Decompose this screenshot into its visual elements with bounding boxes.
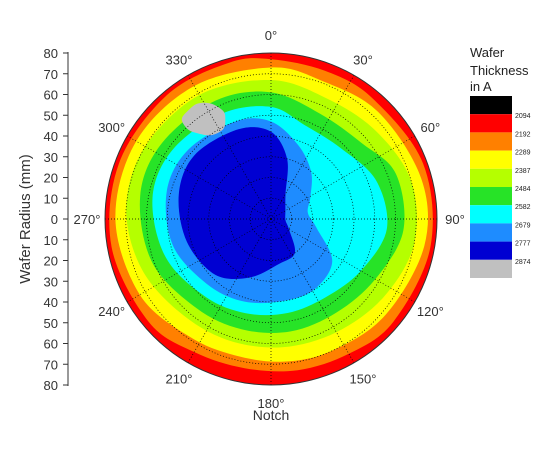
- radius-tick-label: 80: [44, 378, 58, 393]
- angle-label: 210°: [166, 371, 193, 386]
- radius-gridline: [146, 94, 396, 344]
- angle-label: 90°: [445, 212, 465, 227]
- angle-gridline: [187, 218, 272, 363]
- radius-tick-label: 30: [44, 150, 58, 165]
- radius-tick-label: 20: [44, 254, 58, 269]
- angle-gridline: [270, 218, 415, 303]
- wafer-outline: [104, 52, 438, 386]
- radius-tick-label: 30: [44, 274, 58, 289]
- radius-tick-label: 70: [44, 357, 58, 372]
- legend-title-line-3: in A: [470, 79, 492, 94]
- angle-label: 0°: [265, 28, 277, 43]
- legend-level-label: 2387: [515, 168, 531, 175]
- radius-gridline: [249, 197, 293, 241]
- angle-label: 150°: [350, 371, 377, 386]
- legend-level-label: 2874: [515, 259, 531, 266]
- radius-tick-label: 80: [44, 46, 58, 61]
- legend-swatch: [470, 187, 512, 206]
- legend-swatch: [470, 241, 512, 260]
- angle-gridline: [270, 218, 355, 363]
- contour-region-2874: [181, 102, 226, 136]
- legend-title-line-2: Thickness: [470, 63, 529, 78]
- angle-gridline: [270, 135, 415, 220]
- angle-gridline: [127, 218, 272, 303]
- radius-gridline: [187, 135, 355, 303]
- legend-level-label: 2679: [515, 222, 531, 229]
- legend-swatch: [470, 223, 512, 242]
- legend-level-label: 2094: [515, 113, 531, 120]
- radius-tick-label: 0: [51, 212, 58, 227]
- radius-gridline: [166, 114, 376, 324]
- legend: Wafer Thickness in A 2094 2192 2289 2387 248…: [470, 45, 531, 278]
- radius-gridline: [125, 73, 417, 365]
- y-axis-title: Wafer Radius (mm): [17, 154, 34, 283]
- legend-level-label: 2777: [515, 241, 531, 248]
- legend-swatch: [470, 132, 512, 151]
- legend-swatch: [470, 150, 512, 169]
- radius-tick-label: 60: [44, 337, 58, 352]
- angle-label: 120°: [417, 304, 444, 319]
- legend-title-line-1: Wafer: [470, 45, 505, 60]
- radius-tick-label: 60: [44, 88, 58, 103]
- radius-tick-label: 40: [44, 295, 58, 310]
- angle-label: 30°: [353, 53, 373, 68]
- radius-axis: 80 70 60 50 40 30 20 10 0 10 20 30 40 50 60 70 80: [44, 46, 69, 393]
- legend-level-label: 2484: [515, 186, 531, 193]
- angle-gridline: [187, 75, 272, 220]
- legend-level-label: 2289: [515, 150, 531, 157]
- angle-label: 270°: [74, 212, 101, 227]
- angle-gridline: [270, 75, 355, 220]
- legend-swatch: [470, 114, 512, 133]
- radius-tick-label: 50: [44, 316, 58, 331]
- polar-plot-area: 0° 30° 60° 90° 120° 150° 180° 210° 240° 270° 300° 3…: [74, 28, 465, 411]
- legend-swatch: [470, 205, 512, 224]
- angle-gridline: [127, 135, 272, 220]
- legend-swatch: [470, 96, 512, 115]
- legend-level-label: 2582: [515, 204, 531, 211]
- radius-tick-label: 70: [44, 67, 58, 82]
- radius-tick-label: 20: [44, 171, 58, 186]
- radius-tick-label: 40: [44, 129, 58, 144]
- radius-tick-label: 50: [44, 108, 58, 123]
- radius-tick-label: 10: [44, 191, 58, 206]
- legend-swatch: [470, 259, 512, 278]
- legend-level-label: 2192: [515, 131, 531, 138]
- angle-label: 300°: [98, 120, 125, 135]
- legend-swatch: [470, 168, 512, 187]
- radius-tick-label: 10: [44, 233, 58, 248]
- angle-label: 330°: [166, 53, 193, 68]
- angle-label: 240°: [98, 304, 125, 319]
- x-axis-title: Notch: [253, 407, 290, 423]
- angle-label: 60°: [421, 120, 441, 135]
- radius-gridline: [229, 177, 313, 261]
- radius-gridline: [208, 156, 334, 282]
- angle-label: 180°: [258, 396, 285, 411]
